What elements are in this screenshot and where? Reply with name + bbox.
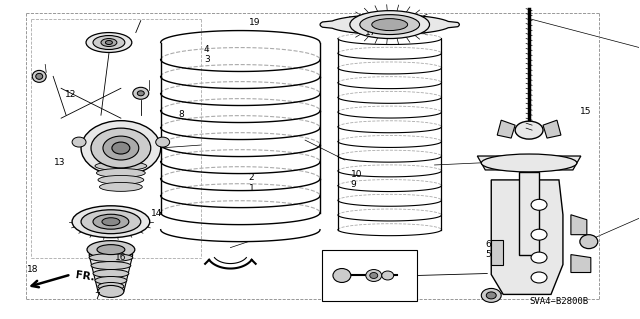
Ellipse shape (32, 70, 46, 82)
Ellipse shape (372, 19, 408, 31)
Text: FR.: FR. (75, 270, 95, 283)
Ellipse shape (89, 254, 133, 262)
Text: 18: 18 (27, 264, 38, 274)
Ellipse shape (133, 87, 148, 99)
Ellipse shape (72, 206, 150, 238)
Ellipse shape (97, 168, 145, 177)
Ellipse shape (95, 277, 127, 285)
Ellipse shape (531, 229, 547, 240)
Ellipse shape (97, 245, 125, 255)
Ellipse shape (87, 241, 135, 259)
Text: 1: 1 (248, 184, 254, 193)
Polygon shape (519, 172, 539, 255)
Text: 19: 19 (248, 18, 260, 27)
Ellipse shape (102, 218, 120, 226)
Text: 16: 16 (115, 253, 126, 262)
Ellipse shape (93, 35, 125, 49)
Ellipse shape (515, 121, 543, 139)
Ellipse shape (156, 137, 170, 147)
Ellipse shape (531, 252, 547, 263)
Ellipse shape (103, 136, 139, 160)
Ellipse shape (101, 39, 117, 47)
Ellipse shape (381, 271, 394, 280)
Ellipse shape (370, 272, 378, 278)
Ellipse shape (138, 91, 144, 96)
Ellipse shape (91, 128, 151, 168)
Ellipse shape (531, 199, 547, 210)
Ellipse shape (98, 175, 144, 184)
Ellipse shape (333, 269, 351, 282)
Ellipse shape (106, 41, 113, 45)
Ellipse shape (81, 210, 141, 234)
Polygon shape (543, 120, 561, 138)
Ellipse shape (366, 270, 381, 281)
Text: 8: 8 (179, 110, 184, 119)
Text: 3: 3 (204, 55, 210, 64)
Polygon shape (492, 180, 563, 294)
Polygon shape (320, 15, 460, 34)
Polygon shape (497, 120, 515, 138)
Text: 14: 14 (151, 209, 163, 218)
Ellipse shape (360, 15, 420, 34)
Ellipse shape (350, 11, 429, 39)
Text: 6: 6 (486, 240, 492, 249)
Polygon shape (492, 240, 503, 264)
Text: 5: 5 (486, 250, 492, 259)
Ellipse shape (98, 286, 124, 297)
Ellipse shape (99, 182, 142, 191)
Polygon shape (477, 156, 581, 170)
Ellipse shape (86, 33, 132, 52)
Text: SVA4−B2800B: SVA4−B2800B (530, 297, 589, 306)
Text: 9: 9 (351, 181, 356, 189)
Polygon shape (89, 255, 133, 292)
Ellipse shape (98, 282, 124, 290)
Text: 15: 15 (580, 107, 591, 116)
Ellipse shape (580, 235, 598, 249)
Ellipse shape (486, 292, 496, 299)
Ellipse shape (481, 288, 501, 302)
Ellipse shape (112, 142, 130, 154)
Ellipse shape (72, 137, 86, 147)
Ellipse shape (91, 262, 131, 270)
Bar (322, 249, 417, 301)
Ellipse shape (36, 73, 43, 79)
Ellipse shape (95, 161, 147, 170)
Text: 12: 12 (65, 90, 77, 99)
Text: 10: 10 (351, 170, 362, 179)
Polygon shape (571, 255, 591, 272)
Text: 7: 7 (94, 292, 100, 300)
Text: 13: 13 (54, 158, 65, 167)
Polygon shape (571, 215, 587, 235)
Ellipse shape (481, 154, 577, 172)
Ellipse shape (531, 272, 547, 283)
Text: 17: 17 (365, 28, 376, 37)
Ellipse shape (81, 121, 161, 175)
Ellipse shape (93, 270, 129, 278)
Ellipse shape (93, 214, 129, 229)
Text: 4: 4 (204, 45, 210, 55)
Text: 2: 2 (248, 174, 254, 182)
